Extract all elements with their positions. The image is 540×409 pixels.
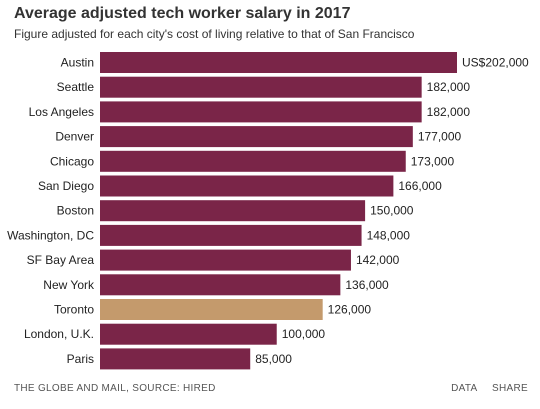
bar-washington-dc[interactable] bbox=[100, 224, 362, 246]
source-credit: THE GLOBE AND MAIL, SOURCE: HIRED bbox=[14, 383, 216, 394]
value-label-san-diego: 166,000 bbox=[398, 179, 442, 193]
value-label-denver: 177,000 bbox=[418, 130, 462, 144]
bar-san-diego[interactable] bbox=[100, 175, 394, 197]
category-label-austin: Austin bbox=[61, 56, 94, 70]
bar-sf-bay-area[interactable] bbox=[100, 249, 351, 271]
category-label-sf-bay-area: SF Bay Area bbox=[27, 253, 95, 267]
value-label-austin: US$202,000 bbox=[462, 56, 529, 70]
category-label-los-angeles: Los Angeles bbox=[29, 105, 94, 119]
category-label-denver: Denver bbox=[55, 130, 94, 144]
category-label-london-u-k: London, U.K. bbox=[24, 327, 94, 341]
data-link[interactable]: DATA bbox=[451, 383, 477, 394]
bar-chicago[interactable] bbox=[100, 150, 406, 172]
value-label-boston: 150,000 bbox=[370, 204, 414, 218]
bar-paris[interactable] bbox=[100, 348, 251, 370]
category-label-seattle: Seattle bbox=[57, 80, 95, 94]
bar-london-u-k[interactable] bbox=[100, 323, 277, 345]
bar-denver[interactable] bbox=[100, 126, 413, 148]
value-label-paris: 85,000 bbox=[255, 352, 292, 366]
category-label-boston: Boston bbox=[57, 204, 94, 218]
bar-austin[interactable] bbox=[100, 52, 457, 73]
bar-seattle[interactable] bbox=[100, 76, 422, 98]
category-label-washington-dc: Washington, DC bbox=[7, 228, 94, 242]
category-label-chicago: Chicago bbox=[50, 154, 94, 168]
chart-title: Average adjusted tech worker salary in 2… bbox=[14, 5, 351, 22]
value-label-toronto: 126,000 bbox=[328, 303, 372, 317]
bar-toronto[interactable] bbox=[100, 299, 323, 320]
bar-chart: Austin US$202,000 Seattle 182,000 Los Angele… bbox=[7, 52, 529, 370]
value-label-london-u-k: 100,000 bbox=[282, 327, 326, 341]
value-label-los-angeles: 182,000 bbox=[427, 105, 471, 119]
value-label-washington-dc: 148,000 bbox=[367, 228, 411, 242]
value-label-new-york: 136,000 bbox=[345, 278, 389, 292]
value-label-chicago: 173,000 bbox=[411, 154, 455, 168]
category-label-toronto: Toronto bbox=[54, 303, 94, 317]
value-label-seattle: 182,000 bbox=[427, 80, 471, 94]
bar-boston[interactable] bbox=[100, 200, 366, 222]
category-label-paris: Paris bbox=[67, 352, 94, 366]
share-link[interactable]: SHARE bbox=[492, 383, 528, 394]
category-label-san-diego: San Diego bbox=[38, 179, 94, 193]
category-label-new-york: New York bbox=[43, 278, 95, 292]
footer-actions: DATA SHARE bbox=[439, 383, 528, 394]
bar-los-angeles[interactable] bbox=[100, 101, 422, 123]
value-label-sf-bay-area: 142,000 bbox=[356, 253, 400, 267]
chart-subtitle: Figure adjusted for each city's cost of … bbox=[14, 27, 415, 41]
bar-new-york[interactable] bbox=[100, 274, 341, 296]
